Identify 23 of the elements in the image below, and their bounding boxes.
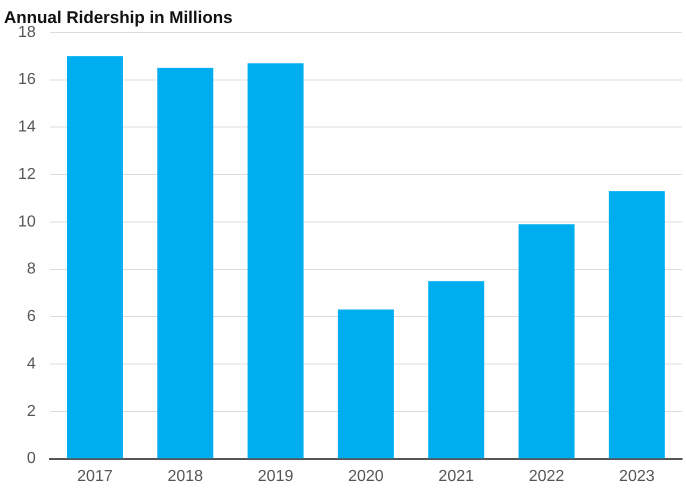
bar <box>157 68 214 458</box>
y-tick-label: 4 <box>26 355 36 372</box>
y-tick-label: 6 <box>26 308 36 326</box>
y-tick-label: 0 <box>26 450 36 468</box>
x-tick-label: 2022 <box>528 468 564 485</box>
y-tick-label: 12 <box>18 166 36 183</box>
x-tick-label: 2018 <box>167 468 204 485</box>
x-tick-label: 2023 <box>619 468 655 485</box>
y-tick-label: 14 <box>18 118 36 136</box>
x-tick-label: 2020 <box>348 468 384 485</box>
bar <box>248 63 304 458</box>
x-tick-label: 2021 <box>438 468 474 485</box>
bar <box>518 224 575 458</box>
y-tick-label: 8 <box>26 260 36 278</box>
x-tick-label: 2019 <box>258 468 294 485</box>
y-tick-label: 10 <box>18 213 36 230</box>
y-tick-label: 2 <box>26 402 36 420</box>
x-tick-label: 2017 <box>77 468 113 485</box>
bar <box>66 56 123 458</box>
y-tick-label: 16 <box>18 71 36 88</box>
bar <box>608 191 665 458</box>
bar <box>338 310 394 458</box>
bar <box>428 281 484 458</box>
